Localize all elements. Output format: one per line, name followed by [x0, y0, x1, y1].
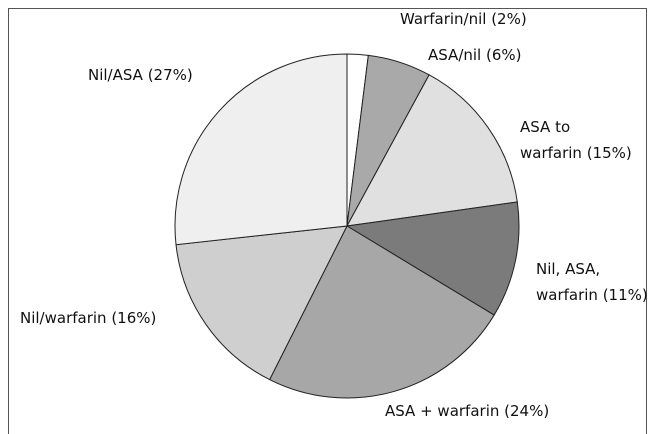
slice-label: Nil/warfarin (16%) [20, 309, 157, 327]
slice-label: Nil/ASA (27%) [88, 66, 193, 84]
frame [8, 8, 647, 434]
pie-slice [346, 74, 518, 227]
pie-slice [174, 53, 348, 246]
pie-slice [345, 201, 520, 316]
slice-label: Nil, ASA, warfarin (11%) [536, 260, 648, 304]
slice-label: ASA/nil (6%) [428, 46, 522, 64]
slice-label: ASA to warfarin (15%) [520, 118, 632, 162]
slice-label: ASA + warfarin (24%) [385, 402, 550, 420]
slice-label: Warfarin/nil (2%) [400, 10, 527, 28]
pie-slice [175, 225, 348, 381]
